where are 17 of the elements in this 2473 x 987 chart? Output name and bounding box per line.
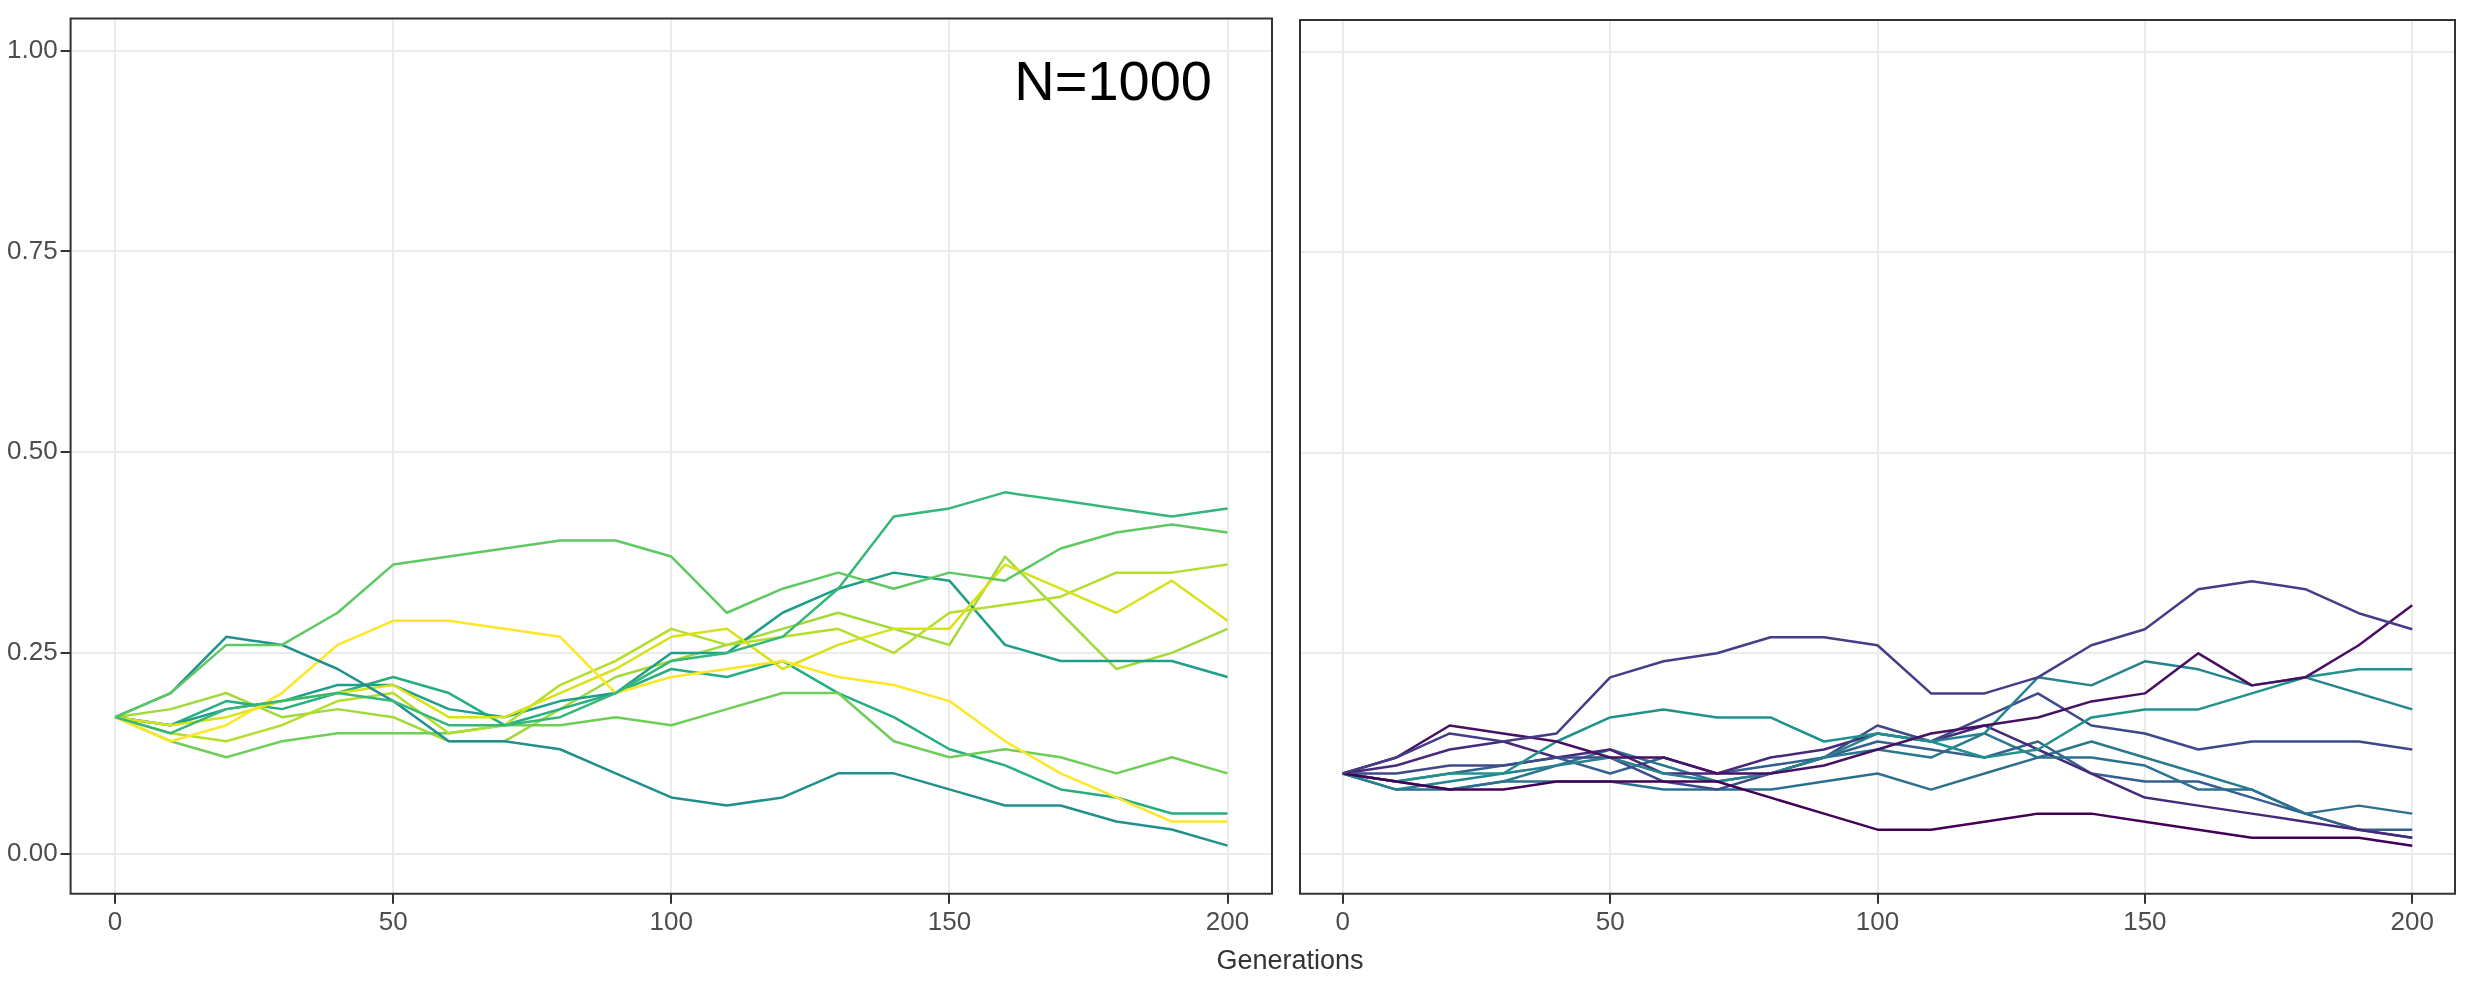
x-tick-label: 50 bbox=[378, 905, 408, 936]
x-tick-label: 100 bbox=[649, 905, 693, 936]
y-tick-label: 1.00 bbox=[6, 33, 58, 64]
x-tick-label: 150 bbox=[927, 905, 972, 936]
x-tick-label: 0 bbox=[1335, 905, 1351, 936]
x-tick-label: 200 bbox=[1205, 905, 1250, 936]
y-tick-label: 0.75 bbox=[6, 234, 58, 265]
annotation: N=1000 bbox=[1014, 49, 1212, 113]
y-tick-label: 0.25 bbox=[6, 636, 58, 667]
y-tick-label: 0.00 bbox=[6, 836, 58, 867]
x-tick-label: 0 bbox=[107, 905, 123, 936]
x-tick-label: 200 bbox=[2390, 905, 2434, 936]
y-tick-label: 0.50 bbox=[6, 435, 58, 466]
x-tick-label: 100 bbox=[1855, 905, 1900, 936]
x-axis-title: Generations bbox=[1215, 945, 1365, 976]
x-tick-label: 50 bbox=[1595, 905, 1625, 936]
x-tick-label: 150 bbox=[2123, 905, 2167, 936]
